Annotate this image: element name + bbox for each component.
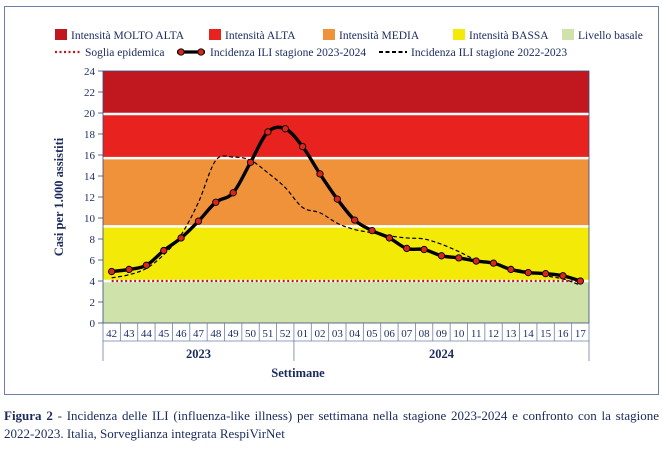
x-tick-label: 03 [332,328,344,340]
point-ili-2023-2024 [108,267,116,276]
point-ili-2023-2024 [177,234,185,242]
legend-label: Intensità ALTA [225,30,296,42]
legend-marker [197,48,205,56]
band-livello-basale [103,281,589,323]
y-tick-label: 14 [84,171,96,183]
x-tick-label: 17 [575,328,587,340]
y-tick-label: 16 [84,150,96,162]
point-ili-2023-2024 [298,142,307,151]
y-tick-label: 24 [84,66,96,78]
x-tick-label: 16 [557,328,569,340]
x-tick-label: 13 [505,328,517,340]
x-tick-label: 08 [419,328,431,340]
x-tick-label: 07 [401,328,413,340]
legend-label: Intensità MOLTO ALTA [71,30,185,42]
x-tick-label: 12 [488,328,499,340]
legend-label: Intensità MEDIA [339,30,420,42]
x-tick-label: 50 [245,328,257,340]
point-ili-2023-2024 [351,216,359,224]
point-ili-2023-2024 [212,198,220,206]
y-tick-label: 10 [84,213,96,225]
y-tick-label: 6 [90,255,96,267]
x-tick-label: 05 [367,328,379,340]
x-tick-label: 51 [262,328,273,340]
point-ili-2023-2024 [403,244,411,253]
point-ili-2023-2024 [472,257,480,265]
legend-swatch [55,29,67,40]
x-tick-label: 43 [124,328,136,340]
legend-swatch [323,29,335,40]
point-ili-2023-2024 [559,272,567,280]
point-ili-2023-2024 [246,158,255,167]
point-ili-2023-2024 [437,252,446,260]
band-intensit-bassa [103,226,589,281]
y-tick-label: 18 [84,129,96,141]
point-ili-2023-2024 [160,246,168,255]
point-ili-2023-2024 [507,265,515,274]
x-tick-label: 44 [141,328,153,340]
legend-swatch [209,29,221,40]
legend-label: Incidenza ILI stagione 2023-2024 [210,47,366,59]
x-tick-label: 46 [176,328,188,340]
point-ili-2023-2024 [316,170,324,178]
legend-swatch [562,29,574,40]
year-label: 2023 [186,347,211,361]
band-intensit-alta [103,114,589,159]
point-ili-2023-2024 [281,125,289,133]
y-tick-label: 20 [84,108,96,120]
x-tick-label: 09 [436,328,448,340]
x-tick-label: 52 [280,328,291,340]
point-ili-2023-2024 [576,277,584,285]
x-tick-label: 10 [453,328,465,340]
band-intensit-molto-alta [103,71,589,115]
x-tick-label: 48 [210,328,222,340]
x-tick-label: 42 [106,328,117,340]
legend-label: Intensità BASSA [469,30,549,42]
caption-label: Figura 2 [4,408,53,423]
x-axis-title: Settimane [271,366,325,380]
figure-caption: Figura 2 - Incidenza delle ILI (influenz… [4,407,659,443]
legend-label: Incidenza ILI stagione 2022-2023 [411,47,567,59]
y-tick-label: 22 [84,87,95,99]
series-ili-2023-2024 [111,125,581,283]
point-ili-2023-2024 [264,128,272,136]
x-tick-label: 49 [228,328,240,340]
year-label: 2024 [429,347,455,361]
x-tick-label: 11 [471,328,482,340]
legend-label: Livello basale [578,30,643,42]
legend-swatch [453,29,465,40]
point-ili-2023-2024 [229,189,237,197]
point-ili-2023-2024 [125,265,133,274]
y-tick-label: 2 [90,297,96,309]
x-tick-label: 02 [314,328,325,340]
point-ili-2023-2024 [194,217,203,225]
point-ili-2023-2024 [489,259,498,267]
x-tick-label: 04 [349,328,361,340]
point-ili-2023-2024 [541,269,550,278]
x-tick-label: 45 [158,328,170,340]
point-ili-2023-2024 [142,261,151,269]
x-tick-label: 14 [523,328,535,340]
band-intensit-media [103,158,589,227]
caption-text: - Incidenza delle ILI (influenza-like il… [4,408,659,441]
point-ili-2023-2024 [420,245,428,254]
point-ili-2023-2024 [455,254,463,262]
x-tick-label: 01 [297,328,308,340]
point-ili-2023-2024 [368,226,376,235]
point-ili-2023-2024 [385,234,394,242]
y-axis-title: Casi per 1.000 assistiti [52,137,66,256]
point-ili-2023-2024 [524,268,532,277]
y-tick-label: 0 [90,318,96,330]
y-tick-label: 4 [90,276,96,288]
chart-frame: 0 2 4 6 8 10 12 14 16 18 20 22 24 42 43 44 45 46 47 48 49 50 5… [4,6,659,395]
y-tick-label: 8 [90,234,96,246]
legend-label: Soglia epidemica [85,47,165,59]
point-ili-2023-2024 [333,195,341,203]
x-tick-label: 06 [384,328,396,340]
y-tick-label: 12 [84,192,95,204]
x-tick-label: 15 [540,328,552,340]
legend-marker [177,48,185,56]
x-tick-label: 47 [193,328,205,340]
